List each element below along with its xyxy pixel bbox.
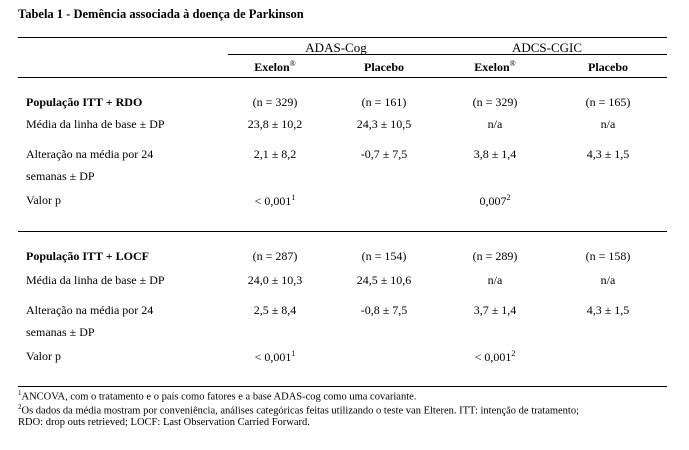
cell-value: 23,8 ± 10,2 bbox=[247, 117, 303, 131]
cell-n: (n = 158) bbox=[585, 249, 631, 263]
cell-n: (n = 289) bbox=[472, 249, 518, 263]
col-head-placebo-adcs: Placebo bbox=[588, 60, 628, 74]
cell-pvalue: 0,0072 bbox=[479, 193, 511, 208]
cell-value: n/a bbox=[600, 117, 616, 131]
cell-value: 2,5 ± 8,4 bbox=[253, 303, 297, 317]
top-rule bbox=[18, 37, 667, 38]
cell-n: (n = 287) bbox=[252, 249, 298, 263]
row-label-change-cont: semanas ± DP bbox=[26, 169, 95, 183]
cell-value: 4,3 ± 1,5 bbox=[586, 303, 630, 317]
cell-value: -0,7 ± 7,5 bbox=[360, 147, 408, 161]
group-adcs-cgic: ADCS-CGIC bbox=[511, 40, 583, 55]
cell-value: n/a bbox=[600, 273, 616, 287]
cell-pvalue: < 0,0011 bbox=[254, 349, 296, 364]
cell-n: (n = 165) bbox=[585, 95, 631, 109]
col-head-exelon-adas: Exelon® bbox=[254, 59, 296, 74]
cell-value: 24,0 ± 10,3 bbox=[247, 273, 303, 287]
cell-pvalue: < 0,0012 bbox=[474, 349, 516, 364]
cell-value: 3,8 ± 1,4 bbox=[473, 147, 517, 161]
footnote-1: 1ANCOVA, com o tratamento e o país como … bbox=[18, 389, 417, 403]
bottom-rule bbox=[18, 386, 667, 387]
footnote-2-cont: RDO: drop outs retrieved; LOCF: Last Obs… bbox=[18, 417, 310, 428]
row-label-baseline: Média da linha de base ± DP bbox=[26, 273, 165, 287]
row-label-change: Alteração na média por 24 bbox=[26, 147, 154, 161]
cell-n: (n = 154) bbox=[361, 249, 407, 263]
section-itt-locf: População ITT + LOCF bbox=[26, 249, 149, 263]
row-label-change-cont: semanas ± DP bbox=[26, 325, 95, 339]
col-head-exelon-adcs: Exelon® bbox=[474, 59, 516, 74]
group-adas-cog: ADAS-Cog bbox=[305, 40, 367, 55]
cell-value: n/a bbox=[487, 117, 503, 131]
cell-value: 2,1 ± 8,2 bbox=[253, 147, 297, 161]
cell-value: 4,3 ± 1,5 bbox=[586, 147, 630, 161]
cell-n: (n = 161) bbox=[361, 95, 407, 109]
cell-value: 3,7 ± 1,4 bbox=[473, 303, 517, 317]
footnote-2: 2Os dados da média mostram por conveniên… bbox=[18, 403, 580, 417]
row-label-pvalue: Valor p bbox=[26, 193, 61, 207]
cell-value: n/a bbox=[487, 273, 503, 287]
cell-n: (n = 329) bbox=[472, 95, 518, 109]
table-title: Tabela 1 - Demência associada à doença d… bbox=[18, 7, 304, 21]
cell-pvalue: < 0,0011 bbox=[254, 193, 296, 208]
row-label-pvalue: Valor p bbox=[26, 349, 61, 363]
row-label-baseline: Média da linha de base ± DP bbox=[26, 117, 165, 131]
section-itt-rdo: População ITT + RDO bbox=[26, 95, 143, 109]
cell-value: -0,8 ± 7,5 bbox=[360, 303, 408, 317]
cell-value: 24,3 ± 10,5 bbox=[356, 117, 412, 131]
header-rule bbox=[18, 77, 667, 78]
section-rule bbox=[18, 231, 667, 232]
cell-value: 24,5 ± 10,6 bbox=[356, 273, 412, 287]
cell-n: (n = 329) bbox=[252, 95, 298, 109]
group-rule bbox=[228, 54, 667, 55]
col-head-placebo-adas: Placebo bbox=[364, 60, 404, 74]
row-label-change: Alteração na média por 24 bbox=[26, 303, 154, 317]
